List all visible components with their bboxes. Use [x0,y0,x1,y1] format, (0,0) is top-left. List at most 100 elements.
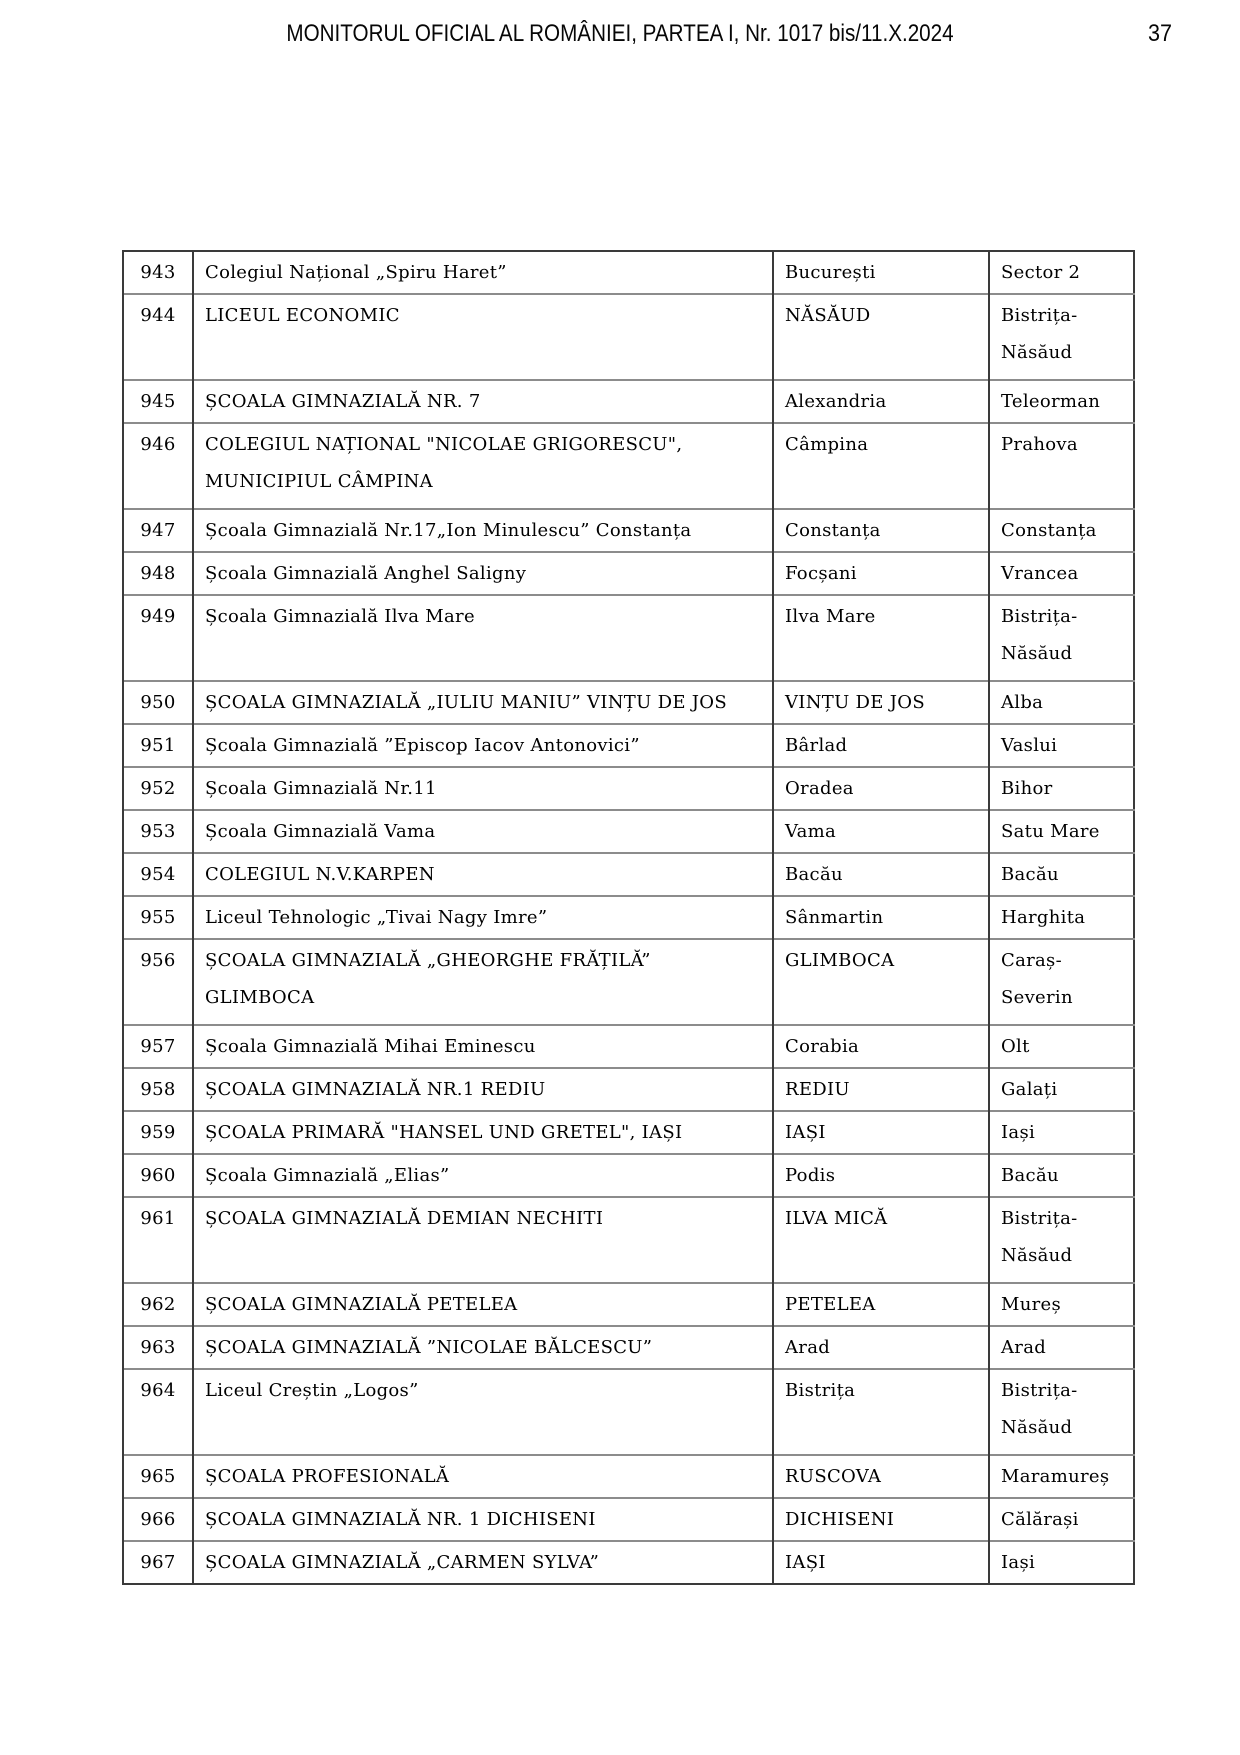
city-cell: Vama [772,809,989,853]
county-cell: Iași [988,1540,1134,1584]
row-number-cell: 947 [122,508,193,552]
school-name-cell: ȘCOALA GIMNAZIALĂ „CARMEN SYLVA” [192,1540,773,1584]
county-cell: Vaslui [988,723,1134,767]
county-cell: Bacău [988,852,1134,896]
county-cell: Călărași [988,1497,1134,1541]
county-cell: Bistrița- Năsăud [988,1368,1134,1455]
county-cell: Iași [988,1110,1134,1154]
row-number-cell: 949 [122,594,193,681]
school-name-cell: Liceul Creștin „Logos” [192,1368,773,1455]
school-name-cell: ȘCOALA GIMNAZIALĂ „IULIU MANIU” VINȚU DE… [192,680,773,724]
county-cell: Vrancea [988,551,1134,595]
school-name-cell: Școala Gimnazială Ilva Mare [192,594,773,681]
county-cell: Galați [988,1067,1134,1111]
row-number-cell: 953 [122,809,193,853]
page-number: 37 [1148,20,1173,47]
page-header-title: MONITORUL OFICIAL AL ROMÂNIEI, PARTEA I,… [286,20,954,47]
row-number-cell: 957 [122,1024,193,1068]
county-cell: Maramureș [988,1454,1134,1498]
school-name-cell: ȘCOALA PROFESIONALĂ [192,1454,773,1498]
table-row: 960 Școala Gimnazială „Elias” Podis Bacău [122,1153,1134,1197]
school-name-cell: Școala Gimnazială Vama [192,809,773,853]
row-number-cell: 958 [122,1067,193,1111]
table-row: 950 ȘCOALA GIMNAZIALĂ „IULIU MANIU” VINȚU… [122,680,1134,724]
city-cell: GLIMBOCA [772,938,989,1025]
table-row: 961 ȘCOALA GIMNAZIALĂ DEMIAN NECHITI ILVA … [122,1196,1134,1283]
city-cell: Câmpina [772,422,989,509]
table-row: 954 COLEGIUL N.V.KARPEN Bacău Bacău [122,852,1134,896]
school-name-cell: ȘCOALA GIMNAZIALĂ ”NICOLAE BĂLCESCU” [192,1325,773,1369]
row-number-cell: 959 [122,1110,193,1154]
row-number-cell: 965 [122,1454,193,1498]
table-row: 964 Liceul Creștin „Logos” Bistrița Bistriț… [122,1368,1134,1455]
county-cell: Sector 2 [988,251,1134,294]
county-cell: Mureș [988,1282,1134,1326]
county-cell: Caraș- Severin [988,938,1134,1025]
county-cell: Bacău [988,1153,1134,1197]
county-cell: Satu Mare [988,809,1134,853]
city-cell: Bacău [772,852,989,896]
table-row: 952 Școala Gimnazială Nr.11 Oradea Bihor [122,766,1134,810]
school-name-cell: ȘCOALA GIMNAZIALĂ PETELEA [192,1282,773,1326]
city-cell: DICHISENI [772,1497,989,1541]
row-number-cell: 955 [122,895,193,939]
row-number-cell: 944 [122,293,193,380]
county-cell: Prahova [988,422,1134,509]
row-number-cell: 964 [122,1368,193,1455]
school-name-cell: ȘCOALA GIMNAZIALĂ NR.1 REDIU [192,1067,773,1111]
city-cell: Ilva Mare [772,594,989,681]
table-row: 958 ȘCOALA GIMNAZIALĂ NR.1 REDIU REDIU Gala… [122,1067,1134,1111]
school-name-cell: LICEUL ECONOMIC [192,293,773,380]
county-cell: Constanța [988,508,1134,552]
table-row: 949 Școala Gimnazială Ilva Mare Ilva Mare B… [122,594,1134,681]
school-name-cell: Colegiul Național „Spiru Haret” [192,251,773,294]
school-name-cell: Școala Gimnazială Nr.17„Ion Minulescu” C… [192,508,773,552]
row-number-cell: 962 [122,1282,193,1326]
school-name-cell: Școala Gimnazială Anghel Saligny [192,551,773,595]
table-row: 956 ȘCOALA GIMNAZIALĂ „GHEORGHE FRĂȚILĂ” … [122,938,1134,1025]
city-cell: Arad [772,1325,989,1369]
row-number-cell: 945 [122,379,193,423]
city-cell: Oradea [772,766,989,810]
school-name-cell: Școala Gimnazială „Elias” [192,1153,773,1197]
school-name-cell: COLEGIUL NAȚIONAL "NICOLAE GRIGORESCU", … [192,422,773,509]
row-number-cell: 966 [122,1497,193,1541]
row-number-cell: 954 [122,852,193,896]
county-cell: Bistrița- Năsăud [988,293,1134,380]
table-row: 957 Școala Gimnazială Mihai Eminescu Corab… [122,1024,1134,1068]
row-number-cell: 961 [122,1196,193,1283]
county-cell: Arad [988,1325,1134,1369]
school-name-cell: ȘCOALA GIMNAZIALĂ NR. 1 DICHISENI [192,1497,773,1541]
city-cell: Sânmartin [772,895,989,939]
row-number-cell: 952 [122,766,193,810]
city-cell: București [772,251,989,294]
row-number-cell: 956 [122,938,193,1025]
table-row: 946 COLEGIUL NAȚIONAL "NICOLAE GRIGORESCU… [122,422,1134,509]
city-cell: PETELEA [772,1282,989,1326]
row-number-cell: 946 [122,422,193,509]
county-cell: Bihor [988,766,1134,810]
city-cell: Bârlad [772,723,989,767]
school-name-cell: Școala Gimnazială Nr.11 [192,766,773,810]
city-cell: Constanța [772,508,989,552]
county-cell: Bistrița- Năsăud [988,1196,1134,1283]
school-name-cell: COLEGIUL N.V.KARPEN [192,852,773,896]
city-cell: IAȘI [772,1110,989,1154]
table-row: 944 LICEUL ECONOMIC NĂSĂUD Bistrița- Năsăud [122,293,1134,380]
row-number-cell: 943 [122,251,193,294]
county-cell: Alba [988,680,1134,724]
city-cell: Focșani [772,551,989,595]
table-row: 947 Școala Gimnazială Nr.17„Ion Minulescu… [122,508,1134,552]
row-number-cell: 950 [122,680,193,724]
city-cell: IAȘI [772,1540,989,1584]
county-cell: Olt [988,1024,1134,1068]
school-name-cell: Școala Gimnazială ”Episcop Iacov Antonov… [192,723,773,767]
city-cell: Alexandria [772,379,989,423]
row-number-cell: 951 [122,723,193,767]
table-row: 953 Școala Gimnazială Vama Vama Satu Mare [122,809,1134,853]
table-row: 959 ȘCOALA PRIMARĂ "HANSEL UND GRETEL", I… [122,1110,1134,1154]
city-cell: Podis [772,1153,989,1197]
row-number-cell: 948 [122,551,193,595]
city-cell: REDIU [772,1067,989,1111]
county-cell: Teleorman [988,379,1134,423]
